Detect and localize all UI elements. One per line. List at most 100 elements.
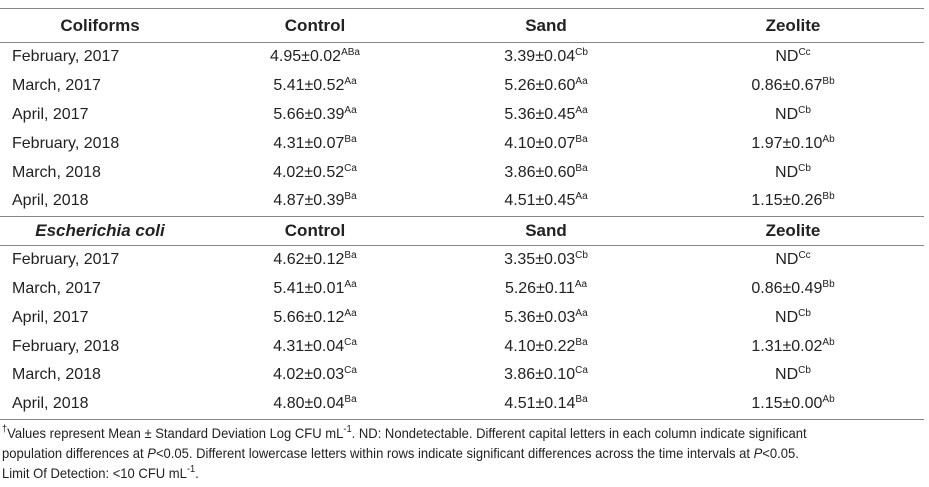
header-cell: Coliforms — [60, 15, 140, 35]
data-cell: 4.62±0.12Ba — [200, 251, 430, 269]
cell-value: 4.51±0.45 — [504, 192, 576, 210]
data-row: April, 2018 4.80±0.04Ba 4.51±0.14Ba 1.15±0.… — [0, 390, 924, 419]
table-section: Coliforms Control Sand Zeolite February, 201… — [0, 8, 924, 216]
cell-value: 5.41±0.52 — [273, 77, 345, 95]
footnote-superscript: -1 — [343, 424, 352, 435]
cell-superscript: Ba — [575, 336, 588, 348]
data-cell: 4.51±0.14Ba — [430, 395, 662, 413]
cell-value: 4.31±0.04 — [273, 337, 345, 355]
cell-superscript: Ba — [344, 394, 357, 406]
row-label: April, 2017 — [12, 308, 89, 326]
cell-superscript: Aa — [575, 76, 588, 88]
data-cell: 0.86±0.49Bb — [662, 279, 924, 298]
cell-superscript: Ca — [344, 336, 357, 348]
cell-value: 4.62±0.12 — [273, 251, 345, 269]
cell-value: 4.80±0.04 — [273, 395, 345, 413]
data-row: March, 2018 4.02±0.03Ca 3.86±0.10Ca NDCb — [0, 361, 924, 390]
row-label: February, 2018 — [12, 134, 120, 152]
cell-superscript: Ca — [344, 162, 357, 174]
cell-value: 5.26±0.60 — [504, 77, 576, 95]
cell-superscript: Bb — [822, 76, 835, 88]
cell-value: 3.39±0.04 — [504, 48, 576, 66]
cell-value: ND — [775, 366, 799, 384]
cell-superscript: Ba — [344, 191, 357, 203]
cell-superscript: Ba — [575, 394, 588, 406]
cell-superscript: Bb — [822, 191, 835, 203]
cell-value: 1.31±0.02 — [751, 337, 823, 355]
data-row: February, 2017 4.95±0.02ABa 3.39±0.04Cb NDC… — [0, 43, 924, 72]
row-label: April, 2017 — [12, 105, 89, 123]
cell-value: ND — [775, 163, 799, 181]
header-cell: Control — [284, 15, 346, 35]
cell-superscript: Aa — [574, 278, 588, 290]
cell-superscript: ABa — [341, 47, 360, 59]
header-cell: Sand — [525, 15, 567, 35]
cell-superscript: Ba — [344, 133, 357, 145]
cell-superscript: Aa — [344, 104, 357, 116]
row-label: March, 2018 — [12, 163, 101, 181]
data-cell: 5.26±0.60Aa — [430, 77, 662, 95]
data-cell: 1.31±0.02Ab — [662, 336, 924, 356]
cell-value: 4.51±0.14 — [504, 395, 576, 413]
cell-superscript: Cb — [575, 47, 588, 59]
data-cell: 4.95±0.02ABa — [200, 48, 430, 66]
cell-value: ND — [775, 105, 799, 123]
cell-superscript: Ba — [575, 133, 588, 145]
footnote-text: . — [195, 465, 199, 481]
cell-superscript: Cb — [798, 365, 811, 377]
data-row: April, 2017 5.66±0.12Aa 5.36±0.03Aa NDCb — [0, 303, 924, 332]
cell-superscript: Ab — [822, 133, 835, 145]
footnote-superscript: † — [2, 424, 8, 435]
row-label: March, 2018 — [12, 366, 101, 384]
footnote-italic: P — [753, 445, 763, 461]
footnote-line: population differences at P<0.05. Differ… — [2, 443, 807, 463]
footnote-text: Limit Of Detection: <10 CFU mL — [2, 465, 187, 481]
header-row: Escherichia coli Control Sand Zeolite — [0, 215, 924, 246]
cell-value: 4.10±0.22 — [504, 337, 576, 355]
footnote: †Values represent Mean ± Standard Deviat… — [2, 423, 807, 483]
cell-superscript: Cb — [798, 104, 811, 116]
cell-value: 5.26±0.11 — [504, 279, 575, 297]
cell-value: 3.86±0.10 — [504, 366, 576, 384]
footnote-superscript: -1 — [186, 464, 196, 475]
data-row: April, 2017 5.66±0.39Aa 5.36±0.45Aa NDCb — [0, 101, 924, 130]
cell-value: 5.66±0.39 — [273, 105, 345, 123]
cell-superscript: Ca — [344, 365, 357, 377]
header-cell: Zeolite — [765, 15, 821, 35]
data-cell: 3.39±0.04Cb — [430, 48, 662, 66]
data-cell: 5.41±0.52Aa — [200, 77, 430, 95]
data-cell: NDCb — [662, 104, 924, 124]
footnote-text: population differences at — [2, 445, 148, 461]
data-cell: 4.87±0.39Ba — [200, 192, 430, 210]
data-cell: NDCb — [662, 163, 924, 182]
data-cell: 4.10±0.07Ba — [430, 133, 662, 153]
cell-superscript: Ab — [822, 394, 835, 406]
header-cell: Control — [284, 220, 346, 240]
data-cell: 0.86±0.67Bb — [662, 77, 924, 95]
table: Coliforms Control Sand Zeolite February, 201… — [0, 8, 924, 420]
cell-superscript: Ab — [822, 336, 835, 348]
cell-value: ND — [775, 251, 799, 269]
data-row: April, 2018 4.87±0.39Ba 4.51±0.45Aa 1.15±0.… — [0, 187, 924, 216]
cell-superscript: Cc — [798, 250, 811, 262]
cell-value: 4.02±0.52 — [273, 163, 345, 181]
row-label: April, 2018 — [12, 192, 89, 210]
data-cell: 4.80±0.04Ba — [200, 395, 430, 413]
header-row: Coliforms Control Sand Zeolite — [0, 8, 924, 43]
cell-superscript: Ba — [344, 250, 357, 262]
cell-value: 3.86±0.60 — [504, 163, 576, 181]
data-cell: 5.66±0.12Aa — [200, 308, 430, 327]
cell-value: 0.86±0.49 — [751, 279, 823, 297]
cell-superscript: Ca — [575, 365, 588, 377]
footnote-italic: P — [147, 445, 156, 461]
data-row: March, 2017 5.41±0.01Aa 5.26±0.11Aa 0.86±0.… — [0, 275, 924, 304]
header-cell: Sand — [525, 220, 567, 240]
footnote-text: <0.05. — [762, 445, 799, 461]
data-cell: 4.31±0.04Ca — [200, 336, 430, 356]
data-row: March, 2018 4.02±0.52Ca 3.86±0.60Ba NDCb — [0, 158, 924, 187]
row-label: February, 2017 — [12, 48, 120, 66]
cell-value: 1.15±0.26 — [751, 192, 823, 210]
data-cell: 4.31±0.07Ba — [200, 133, 430, 153]
data-row: February, 2018 4.31±0.04Ca 4.10±0.22Ba 1.31… — [0, 332, 924, 361]
footnote-line: Limit Of Detection: <10 CFU mL-1. — [2, 463, 807, 483]
